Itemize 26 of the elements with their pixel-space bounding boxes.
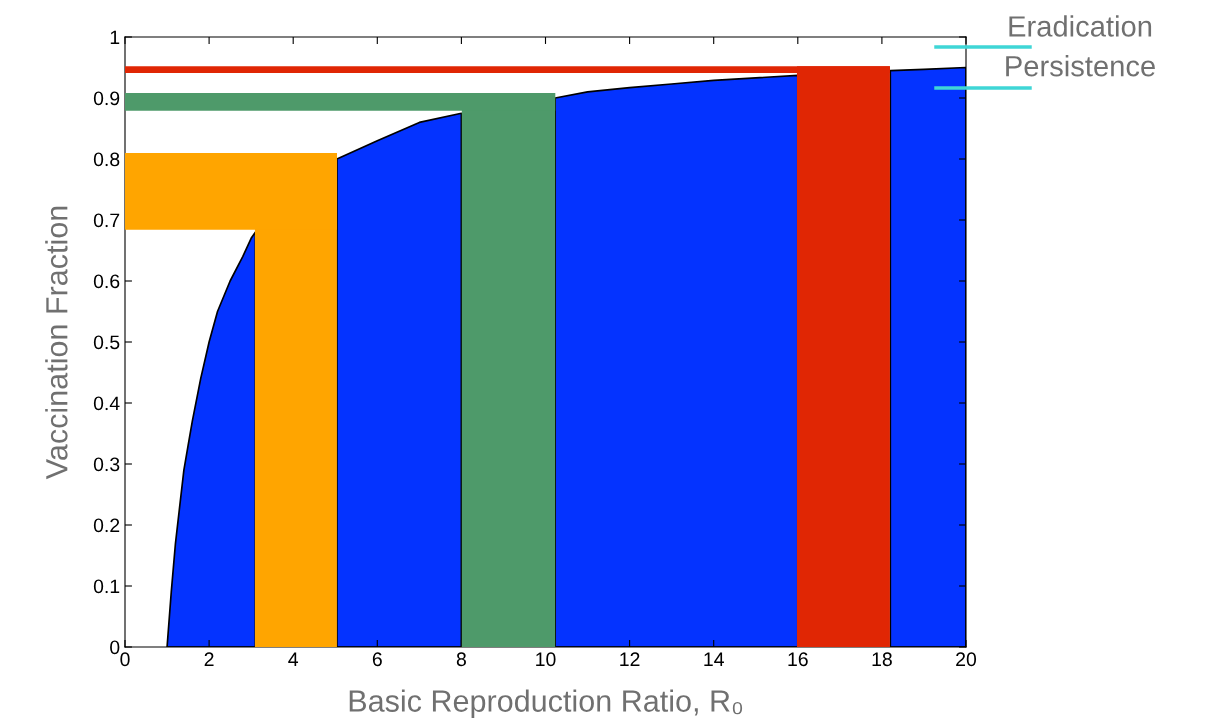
x-tick-label: 4 bbox=[288, 652, 299, 666]
text: Eradication bbox=[1009, 15, 1152, 37]
y-tick-label: 0.8 bbox=[93, 152, 120, 167]
y-tick-label: 1 bbox=[110, 30, 120, 45]
x-tick-label: 18 bbox=[872, 652, 892, 667]
text: Persistence bbox=[1006, 55, 1155, 77]
x-tick-label: 12 bbox=[620, 652, 640, 666]
y-tick-label: 0.1 bbox=[93, 579, 120, 594]
y-tick-label: 0.6 bbox=[93, 274, 120, 289]
y-tick-label: 0 bbox=[110, 640, 120, 655]
x-tick-label: 8 bbox=[456, 652, 466, 667]
y-tick-label: 0.7 bbox=[93, 213, 120, 228]
y-tick-label: 0.4 bbox=[93, 396, 120, 411]
x-tick-label: 16 bbox=[788, 652, 808, 667]
x-tick-label: 0 bbox=[120, 652, 130, 667]
x-tick-label: 6 bbox=[372, 652, 382, 667]
x-tick-label: 20 bbox=[956, 652, 977, 667]
y-tick-label: 0.9 bbox=[93, 91, 120, 106]
x-tick-label: 14 bbox=[704, 652, 724, 666]
x-axis-title: Basic Reproduction Ratio, R₀ bbox=[349, 689, 743, 718]
y-tick-label: 0.3 bbox=[93, 457, 120, 472]
x-tick-label: 2 bbox=[204, 652, 214, 666]
y-axis-title: Vaccination Fraction bbox=[45, 206, 68, 480]
x-tick-label: 10 bbox=[536, 652, 556, 667]
y-tick-label: 0.5 bbox=[93, 335, 120, 350]
y-tick-label: 0.2 bbox=[93, 518, 120, 533]
